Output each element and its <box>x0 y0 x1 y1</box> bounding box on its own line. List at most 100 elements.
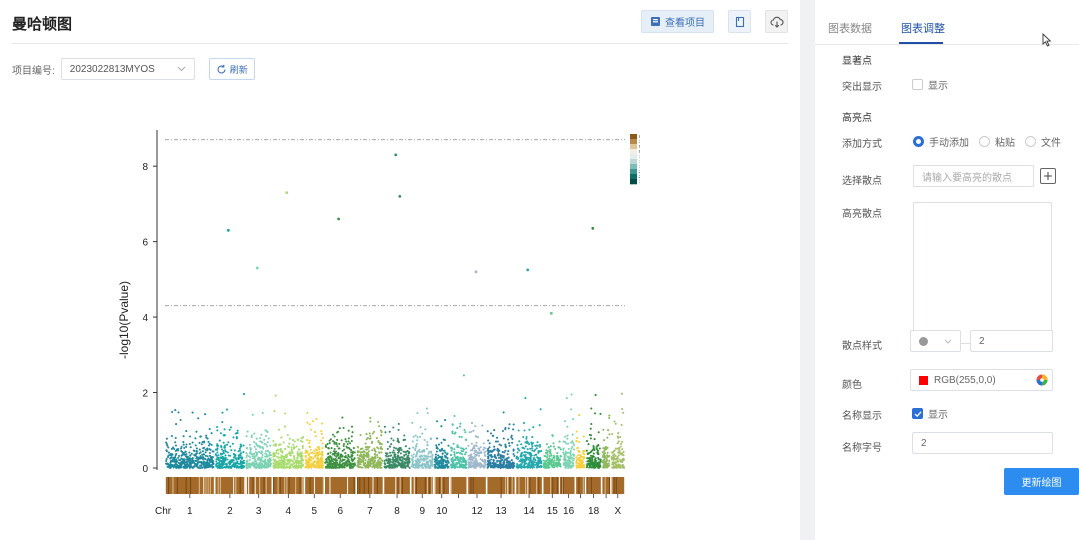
data-point <box>314 435 317 438</box>
data-point <box>516 447 519 450</box>
data-point <box>417 466 420 469</box>
data-point <box>380 443 383 446</box>
data-point <box>570 408 573 411</box>
radio-manual-dot[interactable] <box>913 136 924 147</box>
density-stripe <box>301 477 303 494</box>
density-stripe <box>431 477 433 494</box>
data-point <box>254 463 258 466</box>
data-point <box>202 463 205 466</box>
data-point <box>530 461 533 464</box>
data-point <box>167 462 170 466</box>
data-point <box>511 437 514 441</box>
data-point <box>525 459 528 462</box>
data-point <box>469 465 472 468</box>
data-point <box>394 464 397 467</box>
data-point <box>188 451 191 454</box>
add-point-button[interactable] <box>1040 168 1056 184</box>
data-point <box>450 458 453 461</box>
view-project-button[interactable]: 查看项目 <box>641 10 714 33</box>
density-stripe <box>198 477 200 494</box>
data-point <box>475 460 478 463</box>
update-plot-button[interactable]: 更新绘图 <box>1004 468 1079 495</box>
radio-file-dot[interactable] <box>1025 136 1036 147</box>
data-point <box>351 452 354 455</box>
data-point <box>613 420 616 423</box>
radio-manual[interactable]: 手动添加 <box>913 134 969 149</box>
data-point <box>599 458 602 461</box>
data-point <box>329 438 332 441</box>
density-stripe <box>507 477 509 494</box>
data-point <box>437 443 441 446</box>
data-point <box>575 436 579 440</box>
data-point <box>172 465 175 468</box>
name-show-checkbox-box[interactable] <box>912 408 923 419</box>
data-point <box>374 465 377 468</box>
refresh-button[interactable]: 刷新 <box>208 58 255 80</box>
data-point <box>367 450 371 453</box>
data-point <box>290 448 293 451</box>
data-point <box>290 463 293 466</box>
data-point <box>357 464 360 467</box>
data-point <box>406 449 409 453</box>
data-point <box>550 454 553 457</box>
data-point <box>470 422 474 425</box>
tab-chart-data[interactable]: 图表数据 <box>828 23 872 35</box>
data-point <box>621 407 624 411</box>
data-point <box>523 460 526 463</box>
data-point <box>536 441 539 444</box>
data-point <box>187 460 190 463</box>
data-point <box>207 444 211 447</box>
data-point <box>592 466 595 469</box>
data-point <box>350 439 353 443</box>
name-font-size-input[interactable]: 2 <box>912 432 1053 454</box>
data-point <box>440 441 443 444</box>
density-stripe <box>363 477 365 494</box>
highlight-checkbox[interactable]: 显示 <box>912 77 948 92</box>
data-point <box>227 441 230 444</box>
data-point <box>383 425 386 428</box>
point-size-input[interactable]: 2 <box>970 330 1053 352</box>
data-point <box>529 457 532 460</box>
select-points-input[interactable]: 请输入要高亮的散点 <box>913 165 1034 187</box>
bookmark-button[interactable] <box>728 10 751 33</box>
data-point <box>361 466 364 469</box>
project-icon <box>651 17 660 26</box>
data-point <box>375 437 378 440</box>
download-button[interactable] <box>765 10 788 33</box>
data-point <box>319 461 322 464</box>
page-title: 曼哈顿图 <box>12 16 73 33</box>
data-point <box>496 465 499 468</box>
data-point <box>285 454 288 457</box>
radio-paste-dot[interactable] <box>979 136 990 147</box>
project-select[interactable]: 2023022813MYOS <box>60 58 195 80</box>
data-point <box>179 447 183 450</box>
radio-paste[interactable]: 粘贴 <box>979 134 1015 149</box>
data-point <box>275 466 278 469</box>
data-point <box>518 440 521 443</box>
data-point <box>526 456 529 459</box>
data-point <box>338 442 341 445</box>
density-stripe <box>252 477 254 494</box>
tab-chart-adjust[interactable]: 图表调整 <box>901 23 945 35</box>
radio-file[interactable]: 文件 <box>1025 134 1061 149</box>
data-point <box>555 461 558 464</box>
point-shape-select[interactable] <box>910 330 961 352</box>
data-point <box>453 451 456 454</box>
data-point <box>440 466 443 469</box>
data-point <box>616 457 619 460</box>
data-point <box>526 451 530 455</box>
name-show-checkbox[interactable]: 显示 <box>912 406 948 421</box>
data-point <box>353 451 356 454</box>
data-point <box>207 466 210 469</box>
highlight-points-textarea[interactable] <box>913 202 1052 344</box>
color-input[interactable]: RGB(255,0,0) <box>910 369 1053 391</box>
data-point <box>170 434 173 438</box>
data-point <box>578 414 581 417</box>
highlight-checkbox-box[interactable] <box>912 79 923 90</box>
data-point <box>549 445 552 448</box>
data-point <box>170 464 173 467</box>
color-picker-button[interactable] <box>1032 370 1052 390</box>
data-point <box>182 452 185 455</box>
data-point <box>419 457 422 460</box>
data-point <box>301 446 304 450</box>
